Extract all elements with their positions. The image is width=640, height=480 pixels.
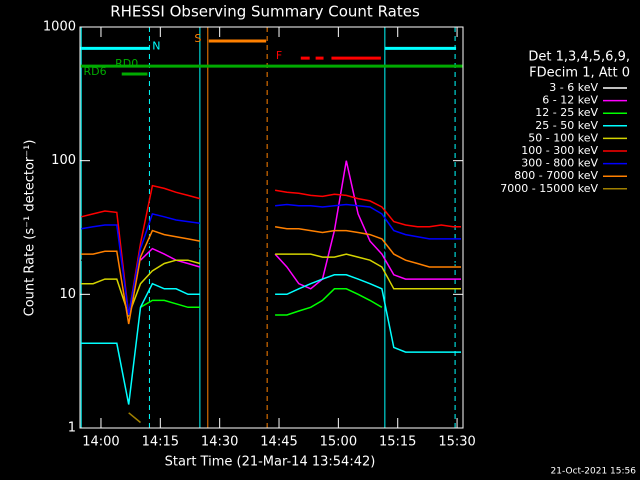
series-line bbox=[140, 288, 383, 316]
plot-frame bbox=[79, 26, 464, 429]
legend-label: 100 - 300 keV bbox=[521, 144, 598, 157]
chart-title: RHESSI Observing Summary Count Rates bbox=[110, 3, 420, 21]
annotation-label: N bbox=[152, 39, 160, 52]
annotation-label: RD6 bbox=[83, 65, 106, 78]
y-axis-label: Count Rate (s⁻¹ detector⁻¹) bbox=[23, 140, 38, 317]
x-tick-label: 15:00 bbox=[320, 435, 357, 450]
legend-label: 6 - 12 keV bbox=[542, 94, 598, 107]
legend-label: 300 - 800 keV bbox=[521, 157, 598, 170]
annotation-label: RD0 bbox=[115, 57, 138, 70]
x-tick-label: 14:00 bbox=[82, 435, 119, 450]
legend-title: FDecim 1, Att 0 bbox=[529, 66, 630, 81]
y-tick-label: 100 bbox=[51, 153, 76, 168]
x-tick-label: 14:15 bbox=[142, 435, 179, 450]
y-tick-label: 1 bbox=[68, 421, 76, 436]
series-line bbox=[81, 203, 461, 316]
legend-label: 50 - 100 keV bbox=[528, 131, 598, 144]
series-line bbox=[81, 253, 461, 318]
y-tick-label: 1000 bbox=[43, 20, 76, 35]
series-line bbox=[81, 226, 461, 325]
x-axis-label: Start Time (21-Mar-14 13:54:42) bbox=[165, 455, 376, 470]
timestamp: 21-Oct-2021 15:56 bbox=[551, 467, 637, 477]
x-tick-label: 15:15 bbox=[379, 435, 416, 450]
x-tick-label: 14:30 bbox=[201, 435, 238, 450]
series-line bbox=[139, 160, 461, 290]
y-tick-label: 10 bbox=[59, 287, 76, 302]
annotation-label: F bbox=[276, 49, 282, 62]
series-line bbox=[128, 412, 141, 424]
legend-label: 12 - 25 keV bbox=[535, 106, 598, 119]
legend-title: Det 1,3,4,5,6,9, bbox=[528, 50, 630, 65]
series-line bbox=[81, 274, 461, 405]
annotation-label: S bbox=[194, 32, 201, 45]
legend-label: 25 - 50 keV bbox=[535, 119, 598, 132]
plot-area bbox=[80, 27, 463, 428]
legend-label: 3 - 6 keV bbox=[549, 81, 598, 94]
x-tick-label: 15:30 bbox=[438, 435, 475, 450]
x-tick-label: 14:45 bbox=[260, 435, 297, 450]
legend-label: 7000 - 15000 keV bbox=[500, 182, 598, 195]
legend-label: 800 - 7000 keV bbox=[514, 169, 598, 182]
series-line bbox=[81, 184, 461, 316]
